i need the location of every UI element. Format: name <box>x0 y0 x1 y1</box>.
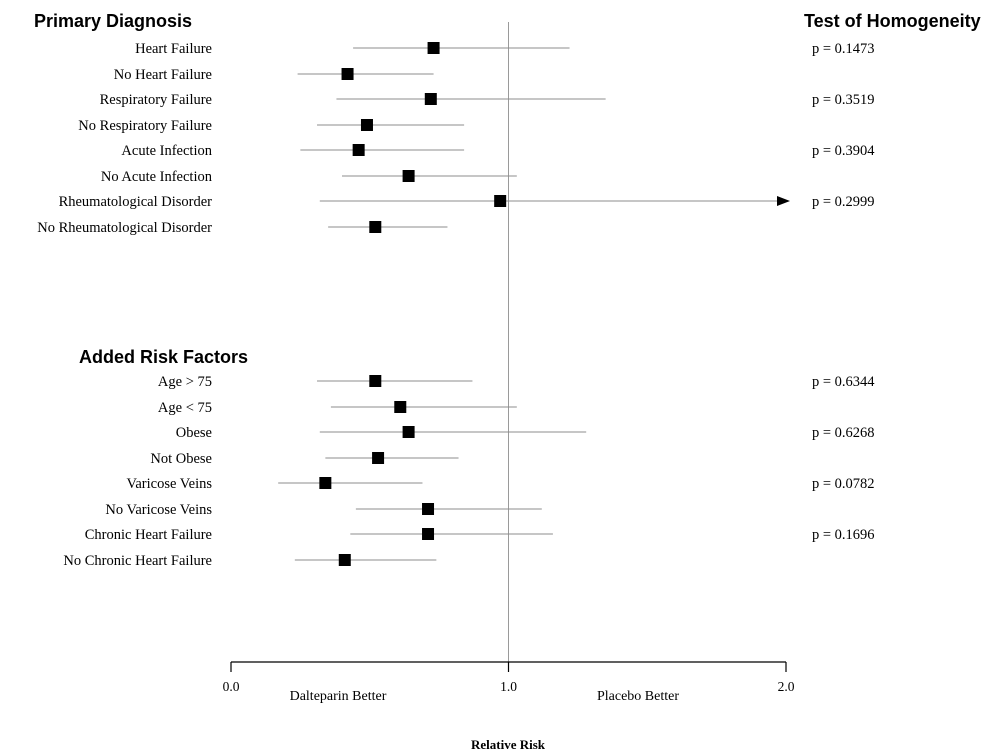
p-value: p = 0.3904 <box>812 143 875 159</box>
p-value: p = 0.2999 <box>812 194 875 210</box>
section-title-primary-diagnosis: Primary Diagnosis <box>34 11 192 31</box>
section-title-added-risk-factors: Added Risk Factors <box>79 347 248 367</box>
point-estimate-marker <box>338 554 351 566</box>
p-value: p = 0.6344 <box>812 374 875 390</box>
point-estimate-marker <box>372 452 385 464</box>
point-estimate-marker <box>494 195 507 207</box>
point-estimate-marker <box>424 93 437 105</box>
point-estimate-marker <box>422 528 435 540</box>
row-label: No Chronic Heart Failure <box>63 553 212 569</box>
row-label: No Varicose Veins <box>105 502 212 518</box>
homogeneity-header: Test of Homogeneity <box>804 11 981 31</box>
ci-arrow-marker <box>777 196 790 206</box>
row-label: Not Obese <box>150 451 212 467</box>
homogeneity-p-values: p = 0.1473 p = 0.3519 p = 0.3904 p = 0.2999… <box>812 41 875 543</box>
point-estimate-marker <box>427 42 440 54</box>
row-label: Rheumatological Disorder <box>59 194 213 210</box>
p-value: p = 0.3519 <box>812 92 875 108</box>
right-annotation: Placebo Better <box>597 689 679 704</box>
forest-rows: Heart Failure No Heart Failure Respiratory… <box>37 41 790 569</box>
row-label: Respiratory Failure <box>100 92 212 108</box>
point-estimate-marker <box>352 144 365 156</box>
p-value: p = 0.6268 <box>812 425 875 441</box>
point-estimate-marker <box>360 119 373 131</box>
point-estimate-marker <box>394 401 407 413</box>
x-tick-label: 1.0 <box>500 679 517 694</box>
row-label: No Heart Failure <box>114 67 212 83</box>
point-estimate-marker <box>369 375 382 387</box>
p-value: p = 0.1696 <box>812 527 875 543</box>
row-label: Heart Failure <box>135 41 212 57</box>
row-label: Age > 75 <box>158 374 212 390</box>
row-label: Acute Infection <box>121 143 212 159</box>
point-estimate-marker <box>422 503 435 515</box>
point-estimate-marker <box>402 426 415 438</box>
row-label: Varicose Veins <box>126 476 212 492</box>
row-label: Obese <box>176 425 212 441</box>
point-estimate-marker <box>319 477 332 489</box>
row-label: Chronic Heart Failure <box>85 527 212 543</box>
row-label: No Acute Infection <box>101 169 213 185</box>
p-value: p = 0.1473 <box>812 41 875 57</box>
point-estimate-marker <box>402 170 415 182</box>
row-label: No Rheumatological Disorder <box>37 220 212 236</box>
row-label: No Respiratory Failure <box>78 118 212 134</box>
x-tick-label: 2.0 <box>778 679 795 694</box>
x-tick-label: 0.0 <box>223 679 240 694</box>
point-estimate-marker <box>341 68 354 80</box>
point-estimate-marker <box>369 221 382 233</box>
x-axis-title: Relative Risk <box>471 737 546 752</box>
p-value: p = 0.0782 <box>812 476 875 492</box>
x-axis: 0.0 1.0 2.0 <box>223 661 795 694</box>
row-label: Age < 75 <box>158 400 212 416</box>
left-annotation: Dalteparin Better <box>290 689 387 704</box>
